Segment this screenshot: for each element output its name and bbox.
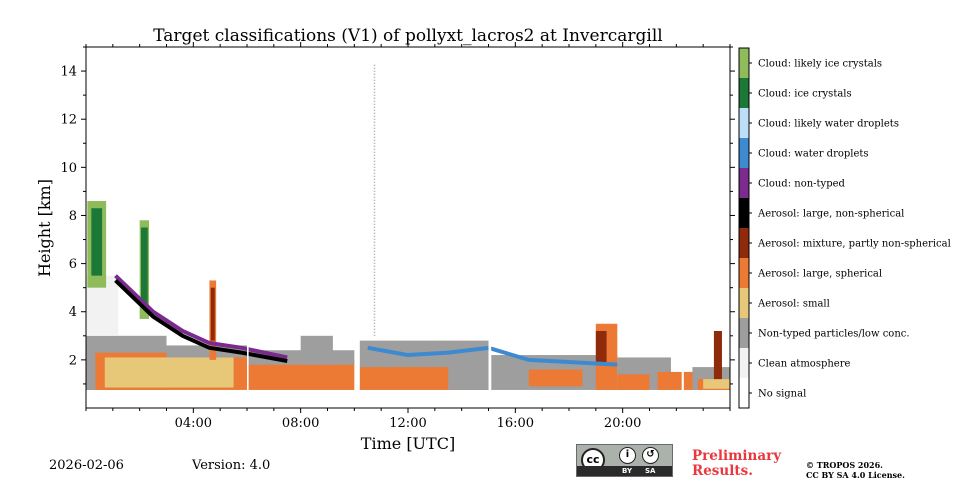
x-tick-label: 12:00 [389, 416, 426, 431]
class-region [448, 364, 489, 390]
colorbar-label: Clean atmosphere [758, 359, 851, 370]
class-region [141, 227, 148, 307]
y-tick-label: 4 [69, 305, 77, 320]
copyright-line2: CC BY SA 4.0 License. [806, 470, 905, 480]
data-gap [247, 47, 249, 408]
class-region [104, 357, 234, 388]
date-label: 2026-02-06 [49, 458, 124, 473]
y-axis: 2 4 6 8 10 12 14 [60, 46, 735, 385]
class-region [595, 330, 607, 365]
colorbar-swatch [739, 288, 749, 318]
plot-area [86, 47, 730, 408]
y-tick-label: 12 [60, 113, 77, 128]
class-region [703, 379, 730, 389]
colorbar-label: Cloud: likely water droplets [758, 119, 899, 130]
by-label: BY [622, 467, 633, 475]
x-axis-label: Time [UTC] [361, 434, 455, 453]
colorbar-label: Aerosol: mixture, partly non-spherical [757, 239, 951, 250]
copyright-line1: © TROPOS 2026. [806, 460, 883, 470]
preliminary-line1: Preliminary [692, 448, 782, 464]
colorbar-swatch [739, 78, 749, 108]
x-tick-label: 20:00 [604, 416, 641, 431]
y-tick-label: 8 [69, 209, 77, 224]
version-label: Version: 4.0 [192, 458, 271, 473]
x-tick-label: 16:00 [497, 416, 534, 431]
data-gap [681, 47, 684, 408]
colorbar-label: Cloud: ice crystals [758, 89, 852, 100]
class-region [713, 330, 722, 380]
class-layer [114, 274, 288, 360]
colorbar-frame [738, 47, 750, 409]
preliminary-line2: Results. [692, 463, 753, 479]
y-tick-label: 10 [60, 161, 77, 176]
colorbar-swatch [739, 168, 749, 198]
class-region [657, 371, 698, 390]
class-region [300, 335, 333, 365]
colorbar-legend: No signal Clean atmosphere Non-typed parti… [738, 47, 951, 409]
y-tick-label: 2 [69, 353, 77, 368]
y-tick-label: 14 [60, 65, 77, 80]
data-gap [354, 47, 360, 408]
sa-label: SA [645, 467, 656, 475]
cc-license-badge: cc i ↺ BY SA [576, 444, 673, 477]
colorbar-swatch [739, 318, 749, 348]
class-region [210, 287, 215, 341]
class-layer [114, 279, 288, 364]
badge-bar [577, 466, 672, 476]
colorbar-label: Cloud: water droplets [758, 149, 869, 160]
colorbar-swatch [739, 348, 749, 378]
colorbar-swatch [739, 108, 749, 138]
colorbar-label: Aerosol: large, spherical [757, 269, 882, 280]
x-axis: 04:00 08:00 12:00 16:00 20:00 [85, 42, 731, 431]
chart-title: Target classifications (V1) of pollyxt_l… [153, 26, 662, 46]
class-region [91, 208, 103, 276]
colorbar-swatch [739, 378, 749, 408]
x-tick-label: 04:00 [175, 416, 212, 431]
colorbar-label: Aerosol: small [757, 299, 830, 310]
colorbar-swatch [739, 138, 749, 168]
x-tick-label: 08:00 [282, 416, 319, 431]
colorbar-swatch [739, 198, 749, 228]
y-axis-label: Height [km] [35, 179, 54, 277]
colorbar-label: Non-typed particles/low conc. [758, 329, 910, 340]
class-region [247, 359, 355, 390]
preliminary-notice: Preliminary Results. [692, 449, 781, 479]
colorbar-label: Cloud: non-typed [758, 179, 846, 190]
class-region [528, 369, 583, 387]
data-gap [488, 47, 492, 408]
copyright-notice: © TROPOS 2026. CC BY SA 4.0 License. [806, 460, 905, 480]
colorbar-swatch [739, 228, 749, 258]
class-region [617, 374, 650, 390]
colorbar-label: Aerosol: large, non-spherical [757, 209, 904, 220]
y-tick-label: 6 [69, 257, 77, 272]
class-layer [367, 345, 618, 367]
colorbar-swatch [739, 258, 749, 288]
attribution-icon: i [619, 447, 636, 464]
colorbar-label: Cloud: likely ice crystals [758, 59, 882, 70]
colorbar-label: No signal [758, 389, 806, 400]
colorbar-swatch [739, 48, 749, 78]
share-alike-icon: ↺ [642, 447, 659, 464]
